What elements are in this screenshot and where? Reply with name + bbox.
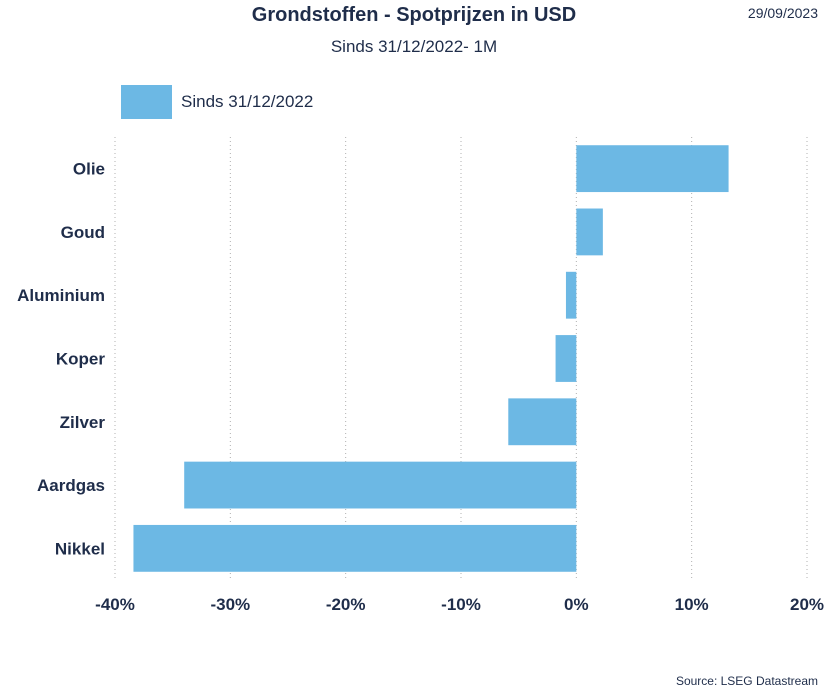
x-tick-label: -30% [210, 595, 250, 614]
x-tick-label: -10% [441, 595, 481, 614]
category-label: Olie [73, 160, 105, 179]
source-note: Source: LSEG Datastream [675, 674, 818, 688]
category-label: Zilver [60, 413, 106, 432]
bars [133, 145, 729, 572]
category-label: Aluminium [17, 286, 105, 305]
chart-title: Grondstoffen - Spotprijzen in USD [251, 4, 577, 26]
legend-label: Sinds 31/12/2022 [181, 92, 314, 111]
x-axis-ticks: -40% -30% -20% -10% 0% 10% 20% [95, 595, 824, 614]
category-label: Goud [61, 223, 105, 242]
category-label: Koper [56, 350, 106, 369]
x-tick-label: -40% [95, 595, 135, 614]
grid-lines [114, 137, 808, 580]
chart-date: 29/09/2023 [747, 5, 818, 21]
bar-aluminium [565, 271, 577, 319]
category-label: Nikkel [55, 539, 105, 558]
bar-aardgas [184, 461, 577, 509]
bar-nikkel [133, 524, 577, 572]
bar-koper [555, 335, 577, 382]
legend: Sinds 31/12/2022 [121, 85, 313, 119]
category-label: Aardgas [37, 476, 105, 495]
x-tick-label: 10% [675, 595, 709, 614]
bar-zilver [508, 398, 577, 446]
x-tick-label: 0% [564, 595, 589, 614]
bar-olie [576, 145, 729, 193]
x-tick-label: -20% [326, 595, 366, 614]
bar-goud [576, 208, 603, 256]
category-labels: Olie Goud Aluminium Koper Zilver Aardgas Nikke… [17, 160, 105, 559]
x-tick-label: 20% [790, 595, 824, 614]
chart-subtitle: Sinds 31/12/2022- 1M [330, 37, 498, 56]
legend-swatch [121, 85, 172, 119]
